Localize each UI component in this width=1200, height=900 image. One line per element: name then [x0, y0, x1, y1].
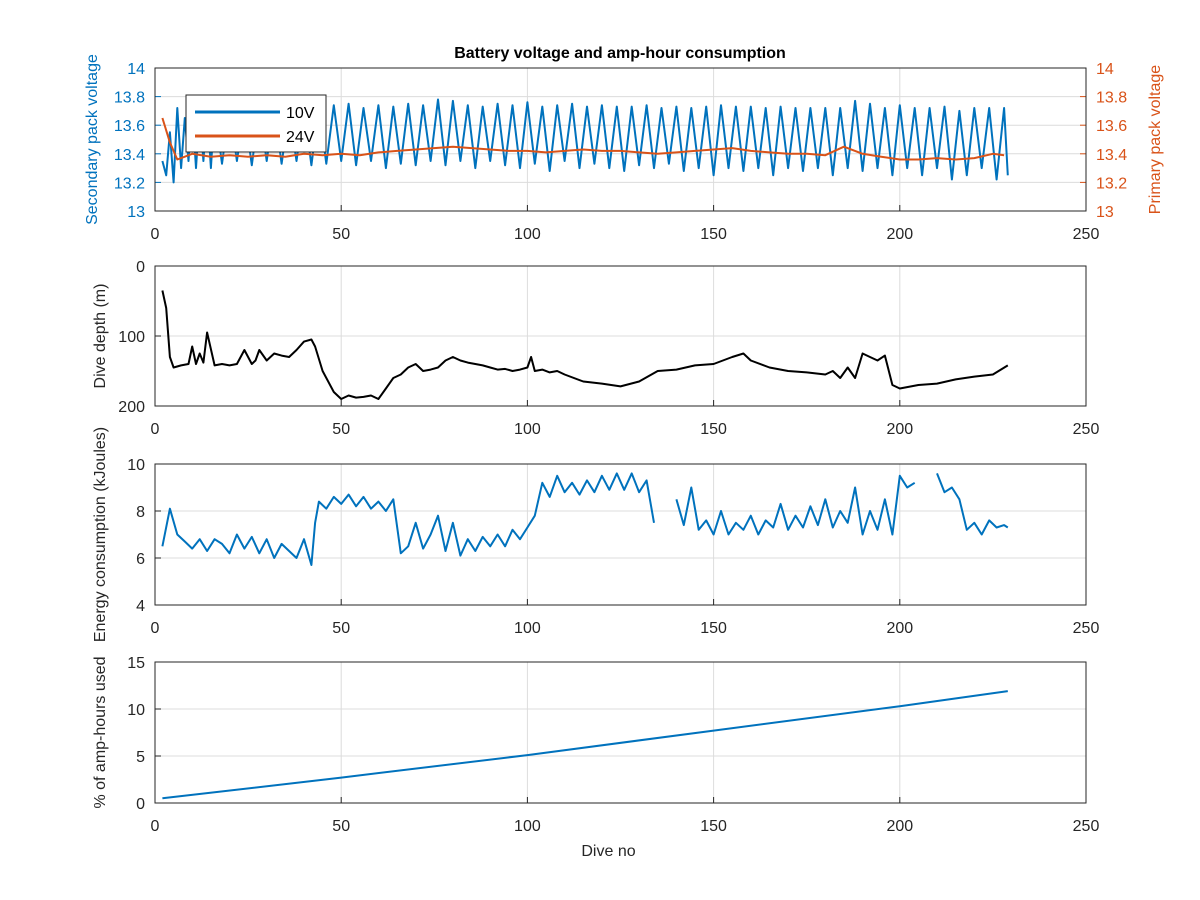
amphours-panel: 0 50 100 150 200 250 0 5 10 15 % of amp-hours used… — [92, 655, 1099, 860]
y-tick-label: 10 — [127, 702, 145, 719]
y-tick-label: 15 — [127, 655, 145, 672]
y-right-tick-label: 13.6 — [1096, 118, 1127, 135]
y-right-tick-label: 13.8 — [1096, 90, 1127, 107]
x-tick-label: 150 — [700, 620, 727, 637]
y-tick-label: 13 — [127, 204, 145, 221]
y-tick-label: 13.4 — [114, 147, 145, 164]
y-tick-label: 8 — [136, 504, 145, 521]
x-tick-label: 200 — [886, 421, 913, 438]
y-tick-label: 6 — [136, 551, 145, 568]
x-tick-label: 50 — [332, 818, 350, 835]
voltage-ylabel: Secondary pack voltage — [84, 54, 101, 225]
y-right-tick-label: 13.4 — [1096, 147, 1127, 164]
legend-label-10v: 10V — [286, 105, 315, 122]
x-tick-label: 250 — [1073, 818, 1100, 835]
x-tick-label: 200 — [886, 620, 913, 637]
x-tick-label: 150 — [700, 818, 727, 835]
y-tick-label: 14 — [127, 61, 145, 78]
voltage-ylabel-right: Primary pack voltage — [1147, 65, 1164, 214]
depth-ylabel: Dive depth (m) — [92, 284, 109, 389]
x-tick-label: 150 — [700, 226, 727, 243]
y-right-tick-label: 13 — [1096, 204, 1114, 221]
x-tick-label: 0 — [151, 421, 160, 438]
energy-series-0-line — [161, 472, 655, 566]
y-tick-label: 13.6 — [114, 118, 145, 135]
y-tick-label: 13.2 — [114, 175, 145, 192]
x-tick-label: 200 — [886, 226, 913, 243]
figure-title: Battery voltage and amp-hour consumption — [454, 45, 786, 62]
x-tick-label: 0 — [151, 226, 160, 243]
y-tick-label: 4 — [136, 598, 145, 615]
energy-series-2-line — [936, 473, 1009, 536]
depth-axes-frame — [154, 265, 1087, 407]
y-right-tick-label: 14 — [1096, 61, 1114, 78]
voltage-axes-frame — [154, 67, 1087, 212]
y-tick-label: 13.8 — [114, 90, 145, 107]
amphours-series-0-line — [162, 690, 1008, 800]
x-tick-label: 100 — [514, 226, 541, 243]
x-tick-label: 50 — [332, 421, 350, 438]
amphours-ylabel: % of amp-hours used — [92, 656, 109, 808]
depth-panel: 0 50 100 150 200 250 0 100 200 Dive depth (m) — [92, 259, 1099, 438]
y-tick-label: 100 — [118, 329, 145, 346]
energy-panel: 0 50 100 150 200 250 4 6 8 10 Energy consumption (… — [92, 427, 1099, 642]
y-tick-label: 200 — [118, 399, 145, 416]
energy-series-1-line — [675, 474, 916, 536]
x-tick-label: 100 — [514, 421, 541, 438]
x-tick-label: 250 — [1073, 620, 1100, 637]
y-tick-label: 0 — [136, 259, 145, 276]
x-tick-label: 250 — [1073, 226, 1100, 243]
y-tick-label: 0 — [136, 796, 145, 813]
amphours-xlabel: Dive no — [581, 843, 635, 860]
y-right-tick-label: 13.2 — [1096, 175, 1127, 192]
x-tick-label: 250 — [1073, 421, 1100, 438]
x-tick-label: 0 — [151, 818, 160, 835]
x-tick-label: 100 — [514, 620, 541, 637]
y-tick-label: 10 — [127, 457, 145, 474]
y-tick-label: 5 — [136, 749, 145, 766]
legend-label-24v: 24V — [286, 129, 315, 146]
axes-layer: 0 50 100 150 200 2501313.213.413.613.8141313.… — [84, 54, 1164, 860]
depth-series-0-line — [161, 290, 1009, 400]
energy-axes-frame — [154, 463, 1087, 606]
x-tick-label: 150 — [700, 421, 727, 438]
x-tick-label: 200 — [886, 818, 913, 835]
energy-ylabel: Energy consumption (kJoules) — [92, 427, 109, 642]
voltage-series-24v-line — [161, 117, 1005, 161]
x-tick-label: 50 — [332, 620, 350, 637]
legend-box — [185, 94, 327, 153]
x-tick-label: 100 — [514, 818, 541, 835]
x-tick-label: 0 — [151, 620, 160, 637]
amphours-axes-frame — [154, 661, 1087, 804]
x-tick-label: 50 — [332, 226, 350, 243]
voltage-panel: 0 50 100 150 200 250 13 13.2 13.4 13.6 13.8 14 13 13.… — [84, 54, 1164, 243]
